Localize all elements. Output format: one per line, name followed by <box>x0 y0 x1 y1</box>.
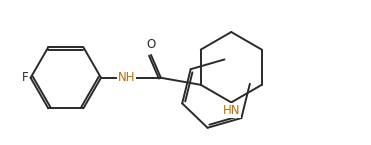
Text: NH: NH <box>118 71 135 84</box>
Text: O: O <box>147 38 155 51</box>
Text: F: F <box>22 71 29 84</box>
Text: HN: HN <box>223 104 240 117</box>
